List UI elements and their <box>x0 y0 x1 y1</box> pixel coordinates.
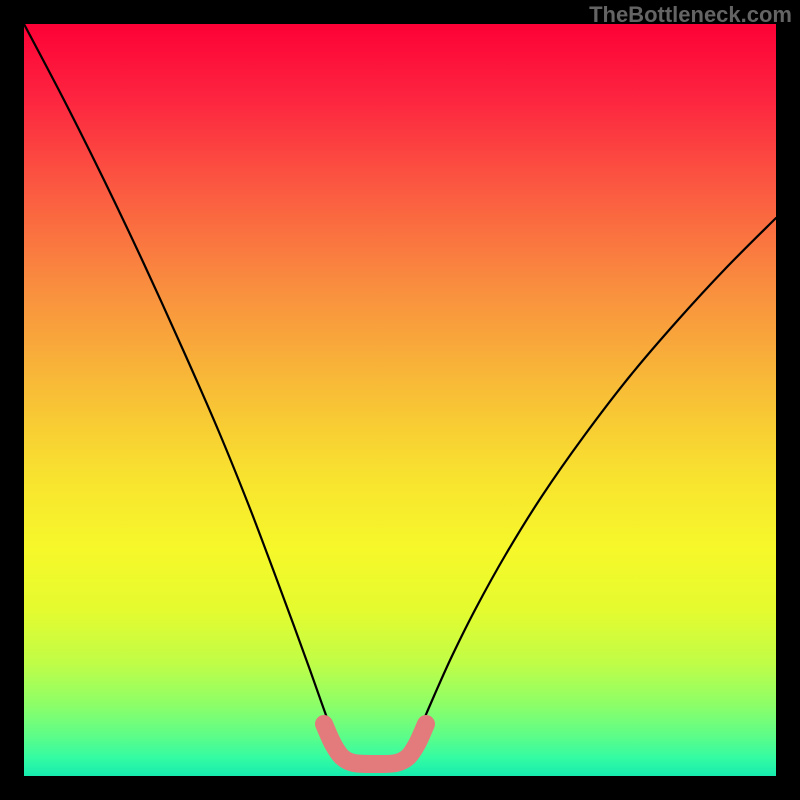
gradient-background <box>24 24 776 776</box>
watermark-text: TheBottleneck.com <box>589 2 792 28</box>
chart-frame: TheBottleneck.com <box>0 0 800 800</box>
plot-svg <box>24 24 776 776</box>
plot-area <box>24 24 776 776</box>
